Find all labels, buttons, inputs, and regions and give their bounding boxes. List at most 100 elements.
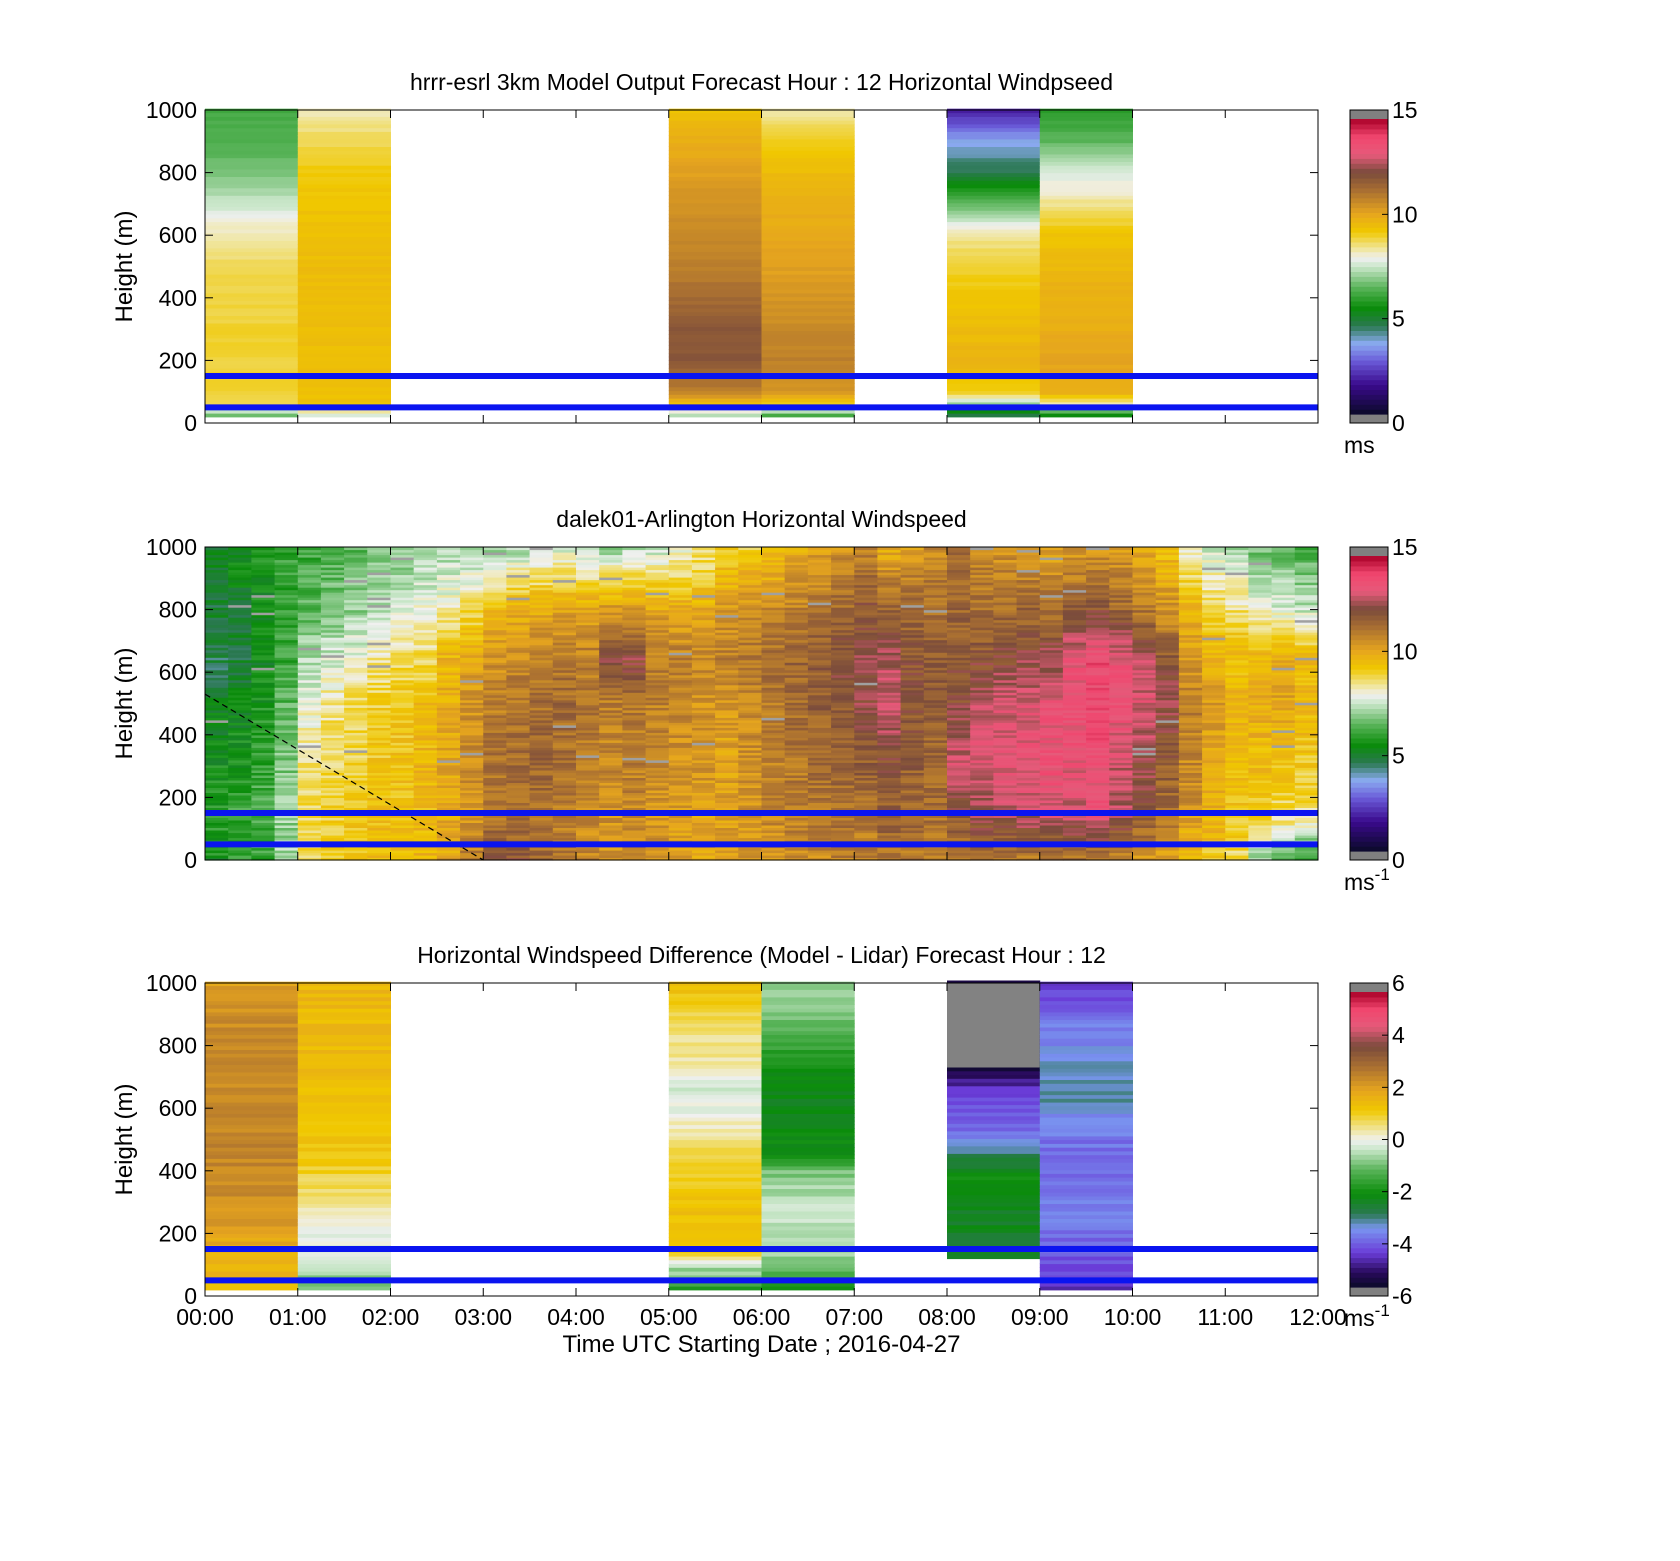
heatmap-cell: [622, 777, 646, 781]
heatmap-cell: [923, 717, 948, 721]
heatmap-cell: [645, 587, 670, 591]
heatmap-cell: [993, 784, 1017, 788]
heatmap-cell: [691, 719, 716, 723]
heatmap-cell: [831, 830, 855, 834]
heatmap-cell: [715, 739, 739, 743]
heatmap-cell: [413, 632, 438, 636]
heatmap-cell: [622, 574, 646, 578]
heatmap-cell: [761, 569, 786, 573]
heatmap-cell: [483, 549, 507, 553]
heatmap-cell: [947, 172, 1041, 177]
heatmap-cell: [761, 356, 855, 361]
heatmap-cell: [460, 659, 484, 663]
heatmap-cell: [483, 737, 507, 741]
heatmap-cell: [367, 737, 391, 741]
heatmap-cell: [251, 577, 275, 581]
heatmap-cell: [506, 584, 530, 588]
heatmap-cell: [715, 732, 739, 736]
heatmap-cell: [970, 672, 994, 676]
heatmap-cell: [251, 799, 275, 803]
heatmap-cell: [761, 390, 855, 395]
heatmap-cell: [970, 647, 994, 651]
heatmap-cell: [715, 734, 739, 738]
heatmap-cell: [668, 837, 693, 841]
heatmap-cell: [297, 398, 391, 403]
heatmap-cell: [205, 311, 299, 316]
heatmap-cell: [923, 712, 948, 716]
heatmap-cell: [900, 742, 925, 746]
heatmap-cell: [205, 161, 299, 166]
heatmap-cell: [483, 659, 507, 663]
heatmap-cell: [390, 794, 415, 798]
heatmap-cell: [483, 769, 507, 773]
heatmap-cell: [691, 774, 716, 778]
heatmap-cell: [367, 599, 391, 603]
heatmap-cell: [947, 699, 971, 703]
heatmap-cell: [390, 627, 415, 631]
heatmap-cell: [622, 682, 646, 686]
heatmap-cell: [576, 792, 600, 796]
heatmap-cell: [691, 734, 716, 738]
colorbar-underflow: [1350, 414, 1388, 423]
heatmap-cell: [390, 702, 415, 706]
heatmap-cell: [854, 767, 878, 771]
heatmap-cell: [645, 850, 670, 854]
heatmap-cell: [900, 712, 925, 716]
heatmap-cell: [947, 659, 971, 663]
heatmap-cell: [668, 792, 693, 796]
heatmap-cell: [251, 814, 275, 818]
heatmap-cell: [738, 797, 762, 801]
heatmap-cell: [274, 712, 299, 716]
heatmap-cell: [274, 742, 299, 746]
heatmap-cell: [228, 547, 252, 551]
heatmap-cell: [436, 674, 461, 678]
heatmap-cell: [320, 627, 345, 631]
heatmap-cell: [715, 754, 739, 758]
heatmap-cell: [552, 574, 577, 578]
heatmap-cell: [1039, 206, 1133, 211]
heatmap-cell: [413, 682, 438, 686]
heatmap-cell: [645, 704, 670, 708]
heatmap-cell: [529, 657, 554, 661]
heatmap-cell: [993, 582, 1017, 586]
heatmap-cell: [320, 562, 345, 566]
heatmap-cell: [297, 727, 322, 731]
heatmap-cell: [645, 857, 670, 861]
heatmap-cell: [900, 857, 925, 861]
heatmap-cell: [807, 669, 832, 673]
heatmap-cell: [205, 345, 299, 350]
heatmap-cell: [970, 557, 994, 561]
heatmap-cell: [645, 689, 670, 693]
heatmap-cell: [970, 762, 994, 766]
heatmap-cell: [645, 567, 670, 571]
heatmap-cell: [297, 206, 391, 211]
heatmap-cell: [923, 647, 948, 651]
heatmap-cell: [506, 757, 530, 761]
heatmap-cell: [993, 774, 1017, 778]
heatmap-cell: [645, 622, 670, 626]
heatmap-cell: [460, 557, 484, 561]
heatmap-cell: [599, 569, 623, 573]
heatmap-cell: [854, 594, 878, 598]
heatmap-cell: [738, 702, 762, 706]
heatmap-cell: [460, 592, 484, 596]
heatmap-cell: [205, 202, 299, 207]
heatmap-cell: [923, 832, 948, 836]
heatmap-cell: [668, 157, 762, 162]
heatmap-cell: [622, 674, 646, 678]
heatmap-cell: [297, 183, 391, 189]
heatmap-cell: [923, 754, 948, 758]
heatmap-cell: [460, 649, 484, 653]
heatmap-cell: [552, 602, 577, 606]
heatmap-cell: [576, 549, 600, 553]
heatmap-cell: [367, 754, 391, 758]
heatmap-cell: [622, 619, 646, 623]
heatmap-cell: [947, 349, 1041, 354]
heatmap-cell: [738, 559, 762, 563]
heatmap-cell: [854, 817, 878, 821]
heatmap-cell: [390, 852, 415, 856]
heatmap-cell: [947, 652, 971, 656]
heatmap-cell: [691, 549, 716, 553]
heatmap-cell: [900, 679, 925, 683]
heatmap-cell: [483, 679, 507, 683]
